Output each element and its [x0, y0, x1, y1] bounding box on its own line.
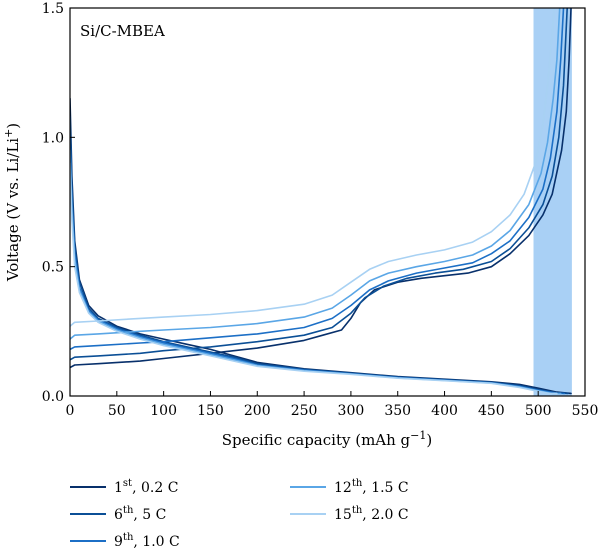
- x-tick-label: 550: [572, 403, 599, 419]
- x-tick-label: 250: [291, 403, 318, 419]
- legend-label: 6th, 5 C: [114, 505, 166, 523]
- legend-label: 12th, 1.5 C: [334, 478, 409, 496]
- x-tick-label: 500: [525, 403, 552, 419]
- x-tick-label: 450: [478, 403, 505, 419]
- legend-label: 9th, 1.0 C: [114, 532, 180, 550]
- shaded-region: [533, 8, 572, 396]
- y-tick-label: 0.5: [42, 260, 64, 276]
- x-axis-title: Specific capacity (mAh g−1): [222, 429, 433, 449]
- series-3-discharge-line: [70, 149, 562, 395]
- plot-frame: [69, 7, 586, 397]
- x-tick-label: 350: [384, 403, 411, 419]
- series-1-discharge-line: [70, 115, 569, 395]
- x-tick-label: 300: [338, 403, 365, 419]
- x-tick-label: 200: [244, 403, 271, 419]
- y-axis-title: Voltage (V vs. Li/Li+): [2, 123, 22, 282]
- series-4-charge-line: [70, 8, 555, 327]
- chart-annotation: Si/C-MBEA: [80, 22, 165, 40]
- legend: 1st, 0.2 C 6th, 5 C 9th, 1.0 C 12th, 1.5 C 1…: [70, 478, 409, 550]
- series-0-discharge-line: [70, 97, 572, 395]
- series-2-discharge-line: [70, 136, 566, 395]
- legend-label: 1st, 0.2 C: [114, 478, 178, 496]
- series-0-charge-line: [70, 8, 572, 369]
- y-tick-label: 1.0: [42, 130, 64, 146]
- x-tick-label: 150: [197, 403, 224, 419]
- x-tick-label: 0: [66, 403, 75, 419]
- y-tick-label: 1.5: [42, 1, 64, 17]
- legend-label: 15th, 2.0 C: [334, 505, 409, 523]
- series-1-charge-line: [70, 8, 568, 361]
- x-tick-label: 100: [150, 403, 177, 419]
- series-2-charge-line: [70, 8, 565, 351]
- x-tick-label: 400: [431, 403, 458, 419]
- y-tick-label: 0.0: [42, 389, 64, 405]
- x-tick-label: 50: [108, 403, 126, 419]
- series-3-charge-line: [70, 8, 561, 340]
- series-4-discharge-line: [70, 162, 558, 395]
